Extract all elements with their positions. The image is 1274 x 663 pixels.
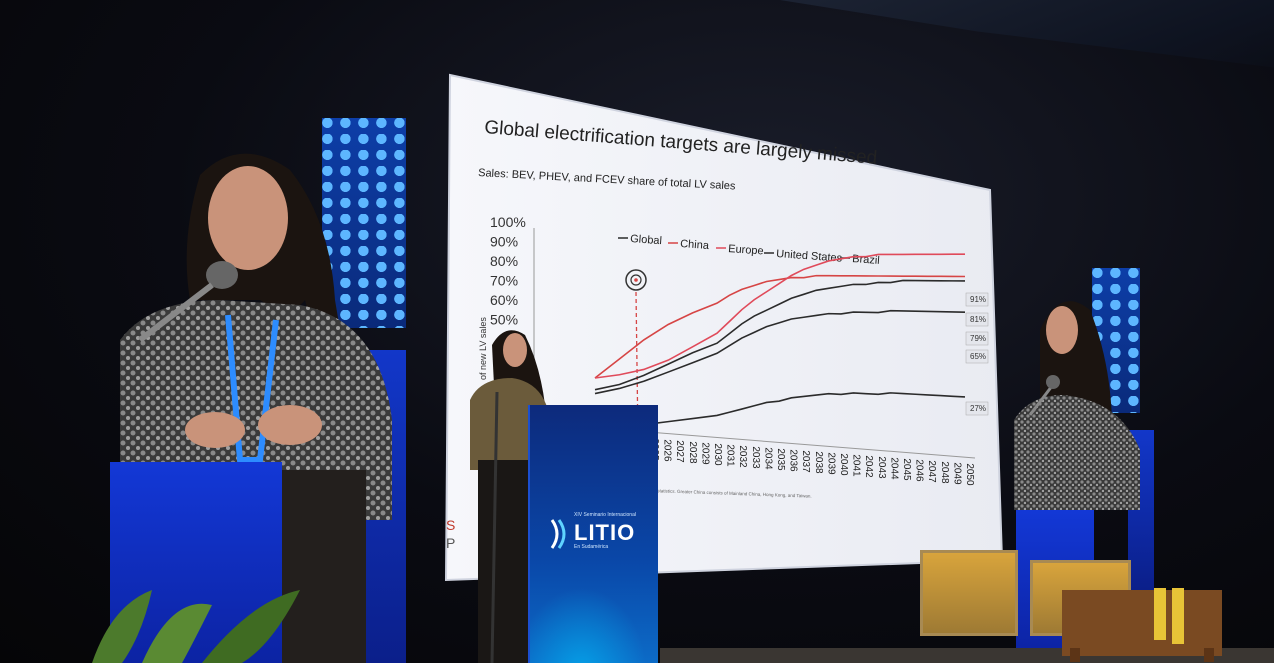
end-label: 81% — [970, 315, 986, 324]
x-tick-label: 2034 — [762, 447, 773, 470]
target-marker — [625, 269, 647, 441]
end-label: 91% — [970, 295, 986, 304]
microphone-icon — [206, 261, 238, 289]
x-tick-label: 2047 — [926, 460, 937, 483]
podium-brand: LITIO — [574, 520, 636, 545]
x-tick-label: 2040 — [838, 453, 849, 476]
x-axis-ticks: 2025202620272028202920302031203220332034… — [649, 438, 975, 486]
lanyard — [225, 314, 279, 463]
end-label: 79% — [970, 334, 986, 343]
legend-label: Europe — [728, 243, 764, 257]
end-label-box — [965, 331, 989, 346]
x-tick-label: 2044 — [888, 457, 899, 480]
end-label-box — [965, 349, 989, 364]
series-line-china — [594, 274, 966, 379]
series-line-global — [594, 279, 966, 391]
chart-legend: Global China Europe United States Brazil — [618, 233, 880, 267]
chart-series — [594, 253, 966, 430]
y-tick-label: 80% — [490, 253, 518, 269]
end-label-box — [965, 292, 989, 307]
litio-logo-icon — [550, 519, 566, 549]
x-tick-label: 2035 — [775, 448, 786, 471]
series-line-brazil — [594, 392, 966, 430]
plant-icon — [92, 590, 300, 663]
x-tick-label: 2043 — [876, 456, 887, 479]
y-axis-ticks: 100% 90% 80% 70% 60% 50% — [490, 214, 526, 328]
legend-label: China — [680, 238, 710, 252]
mic-stand — [490, 391, 499, 663]
x-tick-label: 2029 — [699, 442, 710, 465]
led-panel-left — [322, 118, 406, 328]
x-tick-label: 2037 — [800, 450, 811, 473]
y-tick-label: 90% — [490, 234, 518, 250]
podium-sub-text: En Sudamérica — [574, 544, 609, 550]
x-tick-label: 2050 — [964, 463, 975, 486]
end-labels: 91% 81% 79% 65% 27% — [965, 292, 989, 416]
x-tick-label: 2036 — [788, 449, 799, 472]
series-line-united-states — [594, 309, 966, 395]
y-tick-label: 100% — [490, 214, 526, 230]
x-tick-label: 2030 — [712, 443, 723, 466]
end-label-box — [965, 312, 989, 327]
legend-label: United States — [776, 248, 843, 265]
end-label: 65% — [970, 352, 986, 361]
corner-letter-top: S — [446, 517, 455, 533]
x-tick-label: 2042 — [863, 455, 874, 478]
podium-main — [528, 405, 658, 663]
microphone-icon-right — [1046, 375, 1060, 389]
wicker-chair — [920, 550, 1018, 636]
corner-letter-bottom: P — [446, 535, 455, 551]
y-tick-label: 70% — [490, 273, 518, 289]
y-tick-label: 50% — [490, 312, 518, 328]
source-note: rts statistics. Greater China consists o… — [651, 488, 812, 499]
x-tick-label: 2046 — [914, 459, 925, 482]
x-tick-label: 2039 — [825, 452, 836, 475]
target-icon — [625, 269, 647, 291]
legend-label: Global — [630, 233, 663, 247]
side-table — [1062, 588, 1222, 662]
x-tick-label: 2045 — [901, 458, 912, 481]
end-label-box — [965, 401, 989, 416]
x-tick-label: 2038 — [813, 451, 824, 474]
end-label: 27% — [970, 404, 986, 413]
x-tick-label: 2041 — [851, 454, 862, 477]
x-tick-label: 2027 — [674, 440, 685, 463]
x-tick-label: 2048 — [939, 461, 950, 484]
y-axis-label: of new LV sales — [478, 317, 488, 380]
target-dashed-line — [635, 291, 639, 441]
y-tick-label: 60% — [490, 292, 518, 308]
series-line-europe — [594, 253, 966, 379]
x-tick-label: 2032 — [737, 445, 748, 468]
podium-small-text: XIV Seminario Internacional — [574, 512, 636, 518]
x-axis-line — [647, 431, 976, 459]
x-tick-label: 2031 — [725, 444, 736, 467]
x-tick-label: 2026 — [662, 439, 673, 462]
speaker-skirt — [282, 470, 366, 663]
x-tick-label: 2033 — [750, 446, 761, 469]
x-tick-label: 2049 — [951, 462, 962, 485]
x-tick-label: 2028 — [687, 441, 698, 464]
